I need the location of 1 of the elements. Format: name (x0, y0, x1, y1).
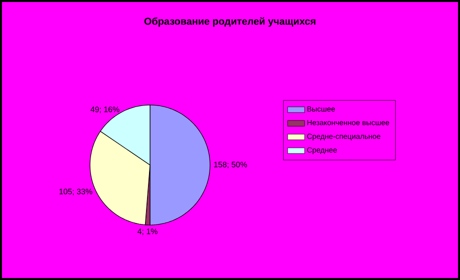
chart-title: Образование родителей учащихся (144, 17, 316, 27)
